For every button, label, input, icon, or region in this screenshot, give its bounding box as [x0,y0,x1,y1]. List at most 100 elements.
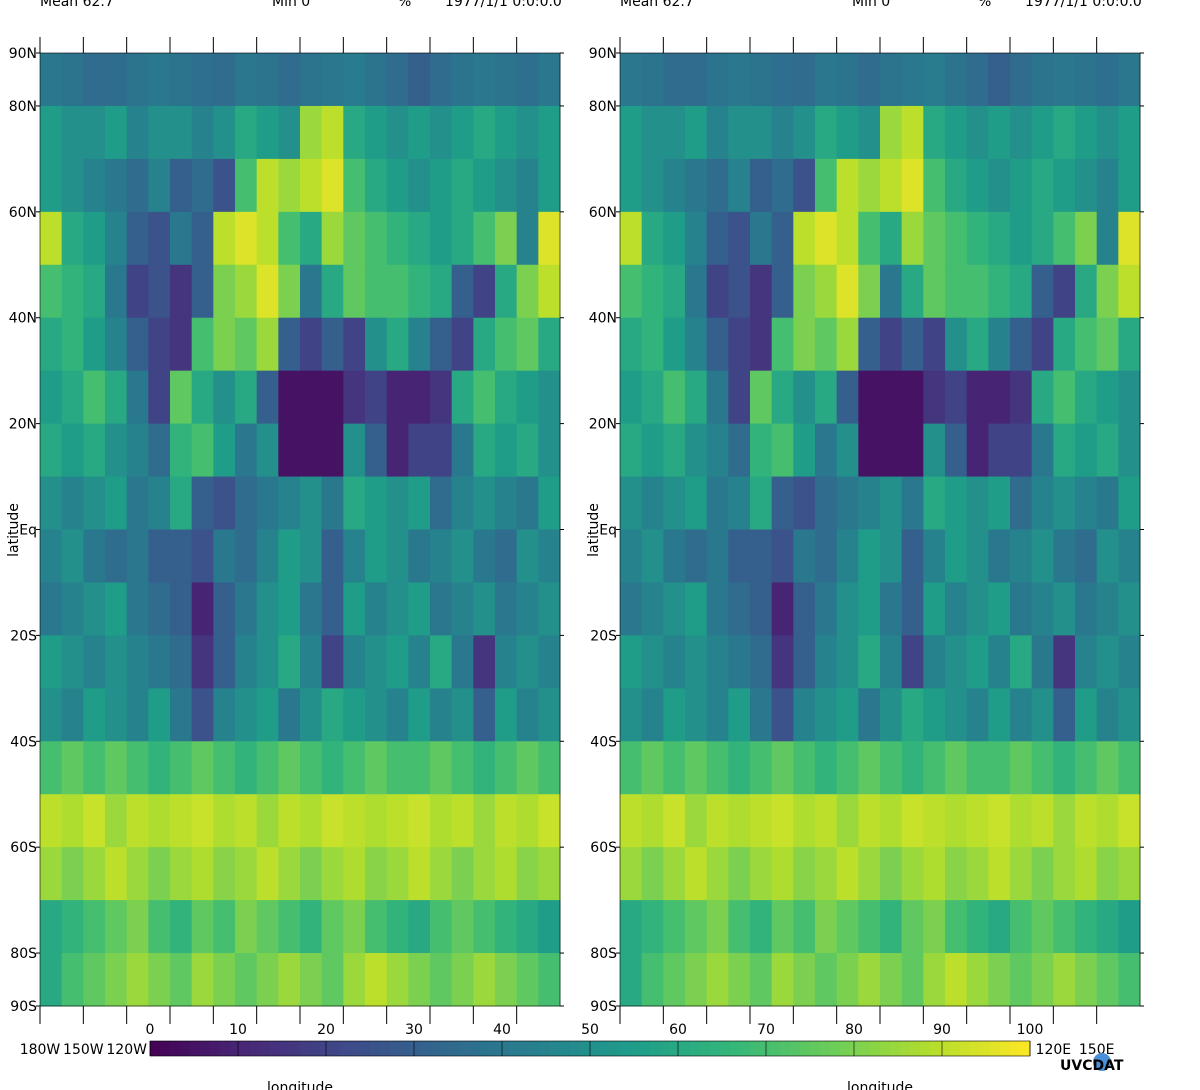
field-cell [105,741,128,795]
field-cell [430,847,453,901]
field-cell [685,953,708,1007]
colorbar-swatch [350,1041,361,1056]
field-cell [61,158,84,213]
field-cell [988,158,1011,213]
field-cell [451,476,474,530]
field-cell [538,53,561,107]
field-cell [966,370,989,425]
field-cell [451,53,474,107]
field-cell [966,264,989,319]
field-cell [945,476,968,530]
field-cell [451,529,474,583]
field-cell [278,370,301,425]
field-cell [750,423,773,478]
field-cell [663,264,686,319]
y-tick-label: 20S [590,628,617,644]
field-cell [880,847,903,901]
field-cell [40,529,63,583]
field-cell [83,900,106,954]
field-cell [126,264,149,319]
field-cell [1096,423,1119,478]
field-cell [538,423,561,478]
field-cell [365,105,388,160]
colorbar-swatch [590,1041,601,1056]
field-cell [880,423,903,478]
colorbar-swatch [340,1041,351,1056]
colorbar-tick-label: 90 [933,1022,951,1038]
field-cell [836,53,859,107]
field-cell [988,635,1011,689]
field-cell [771,158,794,213]
field-cell [451,582,474,636]
field-cell [538,105,561,160]
field-cell [256,582,279,636]
field-cell [148,476,171,530]
field-cell [83,953,106,1007]
field-cell [235,53,258,107]
colorbar-swatch [520,1041,531,1056]
colorbar-swatch [600,1041,611,1056]
field-cell [1075,847,1098,901]
colorbar-swatch [280,1041,291,1056]
field-cell [706,794,729,848]
field-cell [858,53,881,107]
y-axis-label: latitude [6,503,22,557]
field-cell [880,794,903,848]
field-cell [685,264,708,319]
field-cell [620,317,643,372]
field-cell [235,900,258,954]
field-cell [1053,476,1076,530]
field-cell [836,370,859,425]
field-cell [663,741,686,795]
field-cell [278,582,301,636]
field-cell [235,582,258,636]
field-cell [620,158,643,213]
field-cell [170,529,193,583]
field-cell [1010,847,1033,901]
field-cell [923,370,946,425]
field-cell [191,953,214,1007]
field-cell [793,529,816,583]
field-cell [641,53,664,107]
field-cell [793,847,816,901]
field-cell [685,529,708,583]
field-cell [148,158,171,213]
field-cell [235,105,258,160]
field-cell [213,635,236,689]
field-cell [408,476,431,530]
field-cell [815,105,838,160]
field-cell [728,264,751,319]
field-cell [836,847,859,901]
field-cell [706,953,729,1007]
field-cell [61,476,84,530]
field-cell [1010,317,1033,372]
colorbar-swatch [220,1041,231,1056]
field-cell [728,529,751,583]
field-cell [966,794,989,848]
field-cell [945,53,968,107]
field-cell [663,476,686,530]
field-cell [170,741,193,795]
field-cell [430,529,453,583]
field-cell [40,900,63,954]
field-cell [61,105,84,160]
field-cell [538,953,561,1007]
y-tick-label: 40N [9,311,37,327]
field-cell [1118,635,1141,689]
map-panel [40,53,561,1007]
field-cell [966,529,989,583]
field-cell [641,105,664,160]
x-tick-label: 120E [1036,1042,1072,1058]
field-cell [473,264,496,319]
colorbar-swatch [680,1041,691,1056]
field-cell [836,317,859,372]
field-cell [858,370,881,425]
field-cell [83,688,106,742]
field-cell [321,53,344,107]
field-cell [300,105,323,160]
colorbar-swatch [850,1041,861,1056]
field-cell [966,105,989,160]
field-cell [1075,264,1098,319]
field-cell [451,105,474,160]
field-cell [61,264,84,319]
